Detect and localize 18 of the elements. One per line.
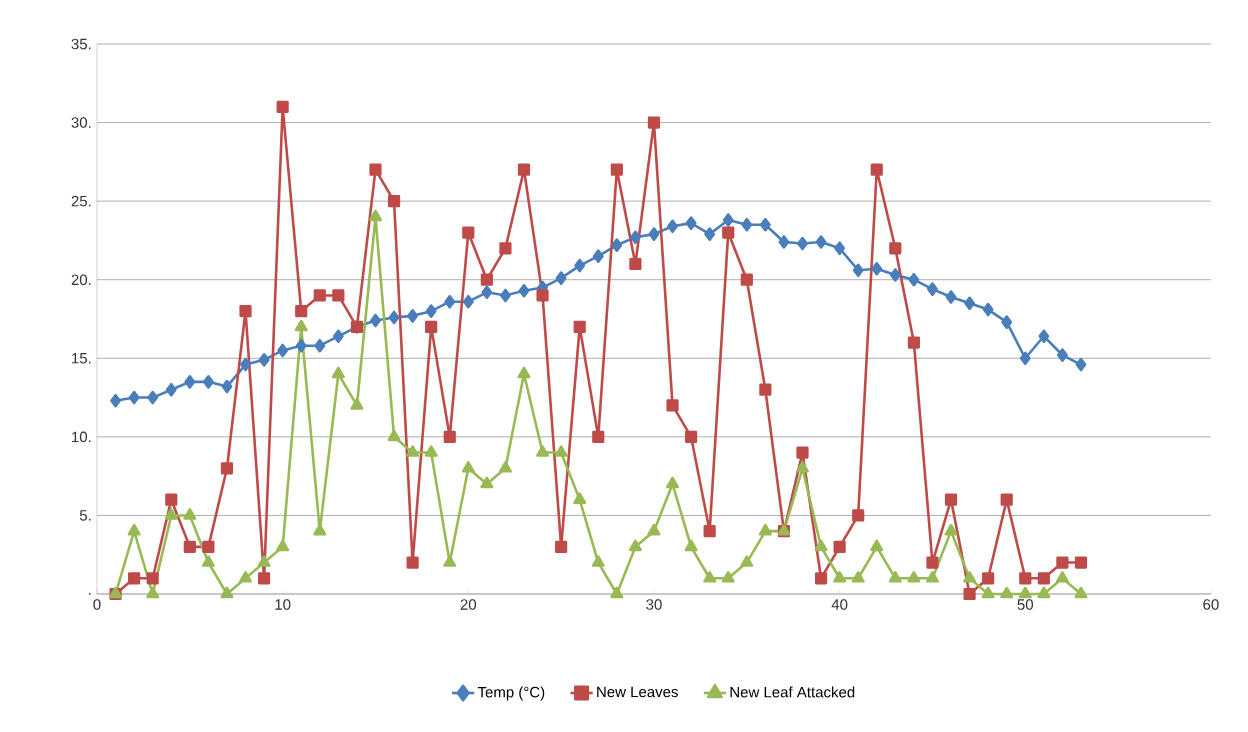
x-tick-label: 0 (93, 599, 101, 610)
x-tick-label: 20 (460, 599, 477, 610)
y-tick-label: 20. (71, 274, 91, 286)
legend-label: New Leaves (597, 686, 678, 698)
x-tick-label: 60 (1203, 599, 1219, 610)
y-tick-label: 10. (72, 431, 91, 443)
legend-label: Temp (°C) (477, 686, 545, 701)
y-tick-label: 25. (71, 195, 91, 207)
y-tick-label: 5. (79, 510, 91, 521)
y-tick-label: 15. (72, 353, 91, 364)
y-tick-label: 35. (71, 38, 91, 50)
x-tick-label: 10 (275, 599, 291, 610)
x-tick-label: 30 (646, 599, 662, 610)
x-tick-label: 40 (831, 599, 848, 610)
legend-label: New Leaf Attacked (730, 686, 855, 698)
x-tick-label: 50 (1017, 599, 1034, 610)
y-tick-label: 30. (71, 117, 91, 128)
y-tick-label: . (89, 593, 91, 595)
